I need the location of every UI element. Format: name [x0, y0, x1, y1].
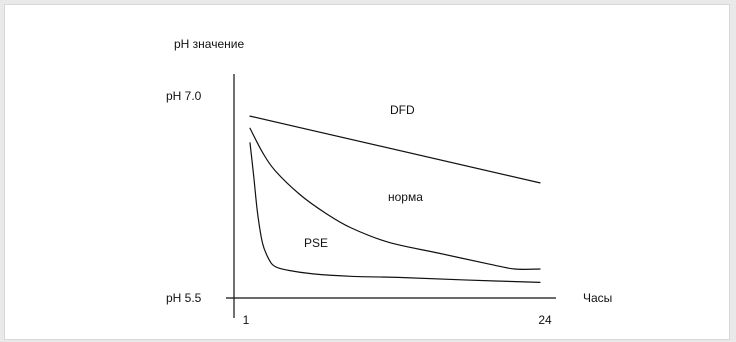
series-line-0 [249, 115, 541, 184]
x-tick-label: 1 [243, 313, 250, 327]
series-labels: DFD норма PSE [304, 103, 423, 250]
series-label-0: DFD [390, 103, 415, 117]
x-tick-label: 24 [538, 313, 552, 327]
series-label-2: PSE [304, 236, 328, 250]
tick-labels: pH 7.0 pH 5.5 1 24 [166, 89, 552, 327]
y-tick-label: pH 7.0 [166, 89, 202, 103]
x-axis-title: Часы [583, 291, 612, 305]
axes [226, 74, 556, 318]
series-line-2 [249, 142, 541, 283]
y-axis-title: pH значение [174, 37, 244, 51]
series-label-1: норма [388, 190, 423, 204]
series-line-1 [249, 127, 541, 270]
y-tick-label: pH 5.5 [166, 291, 202, 305]
chart-frame [4, 4, 730, 340]
series-lines [249, 115, 541, 283]
